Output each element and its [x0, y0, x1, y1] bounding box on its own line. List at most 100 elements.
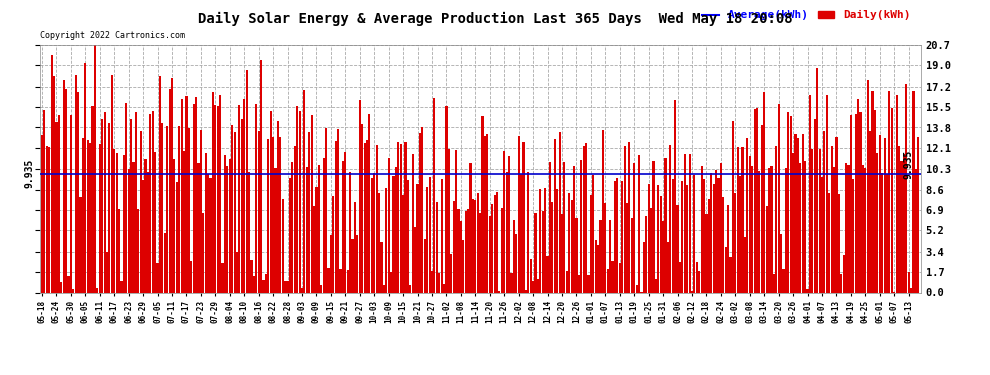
Bar [231, 125, 234, 292]
Bar [879, 135, 881, 292]
Bar [891, 108, 893, 292]
Bar [723, 196, 725, 292]
Bar [366, 141, 368, 292]
Bar [459, 221, 462, 292]
Bar [489, 216, 491, 292]
Bar [662, 220, 664, 292]
Bar [802, 134, 804, 292]
Bar [462, 240, 464, 292]
Bar [748, 156, 750, 292]
Bar [368, 114, 370, 292]
Bar [790, 116, 792, 292]
Bar [457, 209, 459, 292]
Bar [727, 205, 730, 292]
Bar [652, 161, 654, 292]
Bar [496, 192, 498, 292]
Bar [434, 98, 436, 292]
Bar [195, 98, 197, 292]
Bar [405, 142, 407, 292]
Bar [537, 279, 539, 292]
Bar [311, 115, 313, 292]
Bar [361, 124, 363, 292]
Bar [363, 144, 365, 292]
Bar [358, 100, 361, 292]
Bar [250, 260, 252, 292]
Bar [436, 202, 438, 292]
Bar [190, 261, 192, 292]
Bar [857, 99, 859, 292]
Bar [900, 161, 903, 292]
Bar [303, 90, 306, 292]
Bar [272, 136, 274, 292]
Bar [614, 181, 616, 292]
Bar [688, 154, 691, 292]
Bar [443, 284, 446, 292]
Bar [542, 211, 544, 292]
Bar [667, 242, 669, 292]
Bar [455, 150, 457, 292]
Bar [575, 218, 577, 292]
Bar [915, 169, 917, 292]
Bar [397, 142, 399, 292]
Bar [513, 219, 515, 292]
Bar [99, 144, 101, 292]
Bar [412, 154, 414, 292]
Bar [44, 110, 46, 292]
Bar [638, 155, 641, 292]
Bar [330, 234, 332, 292]
Bar [197, 163, 200, 292]
Bar [323, 158, 325, 292]
Bar [713, 184, 715, 292]
Bar [84, 63, 86, 292]
Bar [335, 141, 337, 292]
Bar [476, 193, 479, 292]
Bar [674, 100, 676, 292]
Bar [634, 163, 636, 292]
Bar [469, 163, 471, 292]
Bar [439, 273, 441, 292]
Bar [743, 237, 746, 292]
Bar [262, 280, 264, 292]
Bar [647, 184, 649, 292]
Bar [612, 261, 614, 292]
Bar [145, 159, 147, 292]
Bar [698, 271, 700, 292]
Bar [108, 123, 111, 292]
Bar [417, 184, 419, 292]
Bar [178, 126, 180, 292]
Bar [621, 181, 624, 292]
Bar [447, 148, 449, 292]
Bar [257, 131, 259, 292]
Bar [277, 120, 279, 292]
Bar [96, 288, 98, 292]
Bar [479, 213, 481, 292]
Bar [289, 178, 291, 292]
Bar [669, 145, 671, 292]
Bar [636, 285, 638, 292]
Bar [77, 92, 79, 292]
Bar [65, 88, 67, 292]
Bar [138, 209, 140, 292]
Bar [156, 264, 158, 292]
Bar [592, 175, 594, 292]
Bar [565, 271, 568, 292]
Bar [758, 171, 760, 292]
Bar [291, 162, 293, 292]
Bar [390, 272, 392, 292]
Bar [62, 80, 64, 292]
Bar [842, 255, 844, 292]
Bar [751, 166, 753, 292]
Bar [345, 152, 346, 292]
Bar [173, 159, 175, 292]
Bar [874, 110, 876, 292]
Bar [375, 144, 378, 292]
Bar [123, 154, 125, 292]
Bar [200, 130, 202, 292]
Bar [94, 45, 96, 292]
Bar [349, 172, 351, 292]
Bar [829, 193, 831, 292]
Bar [168, 89, 170, 292]
Bar [732, 121, 734, 292]
Bar [821, 177, 823, 292]
Bar [773, 274, 775, 292]
